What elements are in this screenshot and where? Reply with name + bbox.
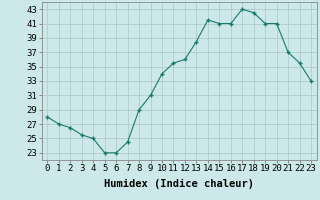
X-axis label: Humidex (Indice chaleur): Humidex (Indice chaleur): [104, 179, 254, 189]
